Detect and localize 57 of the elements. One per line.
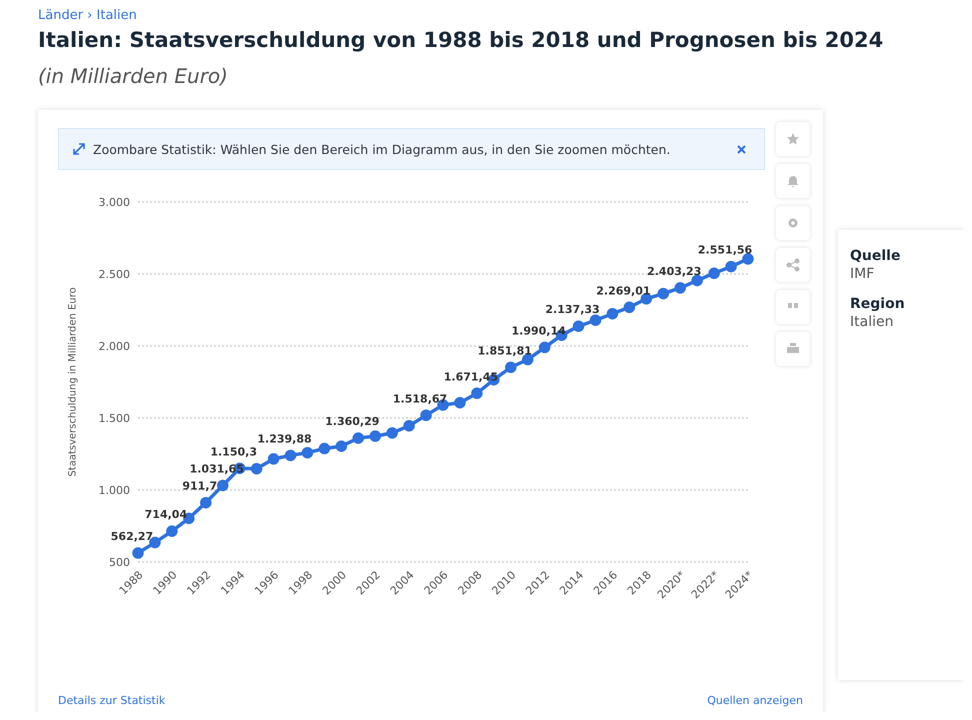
point — [624, 302, 636, 314]
data-label: 2.551,56 — [698, 244, 753, 257]
text: Region — [850, 296, 906, 312]
y-tick-label: 2.000 — [98, 340, 130, 353]
point — [200, 496, 212, 508]
text: Zoombare Statistik: Wählen Sie den Bereich im Diagramm aus, in den Sie zoomen möchten. — [93, 142, 672, 156]
point — [318, 442, 330, 454]
point — [132, 547, 144, 559]
y-tick-label: 500 — [109, 556, 130, 569]
point — [336, 440, 348, 452]
data-label: 1.518,67 — [392, 392, 448, 406]
point — [216, 480, 228, 492]
data-label: 1.851,81 — [478, 344, 532, 358]
point — [590, 314, 602, 326]
point — [658, 288, 670, 300]
text: Italien — [850, 314, 894, 330]
data-label: 562,27 — [110, 530, 154, 544]
y-tick-label: 1.500 — [98, 412, 130, 425]
data-label: 1.360,29 — [325, 415, 380, 428]
point — [538, 342, 550, 354]
y-tick-label: 1.000 — [98, 484, 130, 497]
point — [725, 260, 737, 272]
chart-title: Italien: Staatsverschuldung von 1988 bis 2018 und Prognosen bis 2024 — [38, 28, 884, 52]
data-label: 2.269,01 — [596, 284, 651, 298]
point — [268, 453, 280, 465]
data-label: 714,04 — [144, 508, 188, 522]
point — [369, 430, 381, 442]
point — [606, 308, 618, 320]
point — [505, 362, 517, 374]
point — [471, 388, 483, 400]
y-tick-label: 2.500 — [98, 268, 130, 281]
point — [352, 432, 364, 444]
data-label: 1.150,3 — [210, 445, 257, 458]
point — [572, 320, 584, 332]
text: Details zur Statistik — [58, 694, 166, 707]
point — [284, 450, 296, 462]
point — [302, 446, 314, 458]
source-note: Quellen anzeigen — [707, 694, 803, 707]
text: Quelle — [850, 248, 902, 264]
data-label: 2.403,23 — [647, 264, 702, 278]
data-label: 2.137,33 — [545, 303, 600, 316]
point — [250, 462, 262, 474]
text: Länder › Italien — [38, 8, 137, 23]
point — [454, 396, 466, 408]
chart-subtitle: (in Milliarden Euro) — [38, 64, 228, 88]
y-axis-title: Staatsverschuldung in Milliarden Euro — [68, 287, 79, 477]
point — [403, 420, 415, 432]
data-label: 1.239,88 — [257, 432, 312, 446]
point — [674, 282, 686, 294]
data-label: 1.990,14 — [512, 324, 566, 338]
text: IMF — [850, 266, 876, 282]
point — [166, 525, 178, 537]
y-tick-label: 3.000 — [98, 196, 130, 209]
point — [708, 268, 720, 280]
point — [386, 427, 398, 439]
point — [420, 410, 432, 422]
data-label: 911,7 — [182, 480, 218, 493]
